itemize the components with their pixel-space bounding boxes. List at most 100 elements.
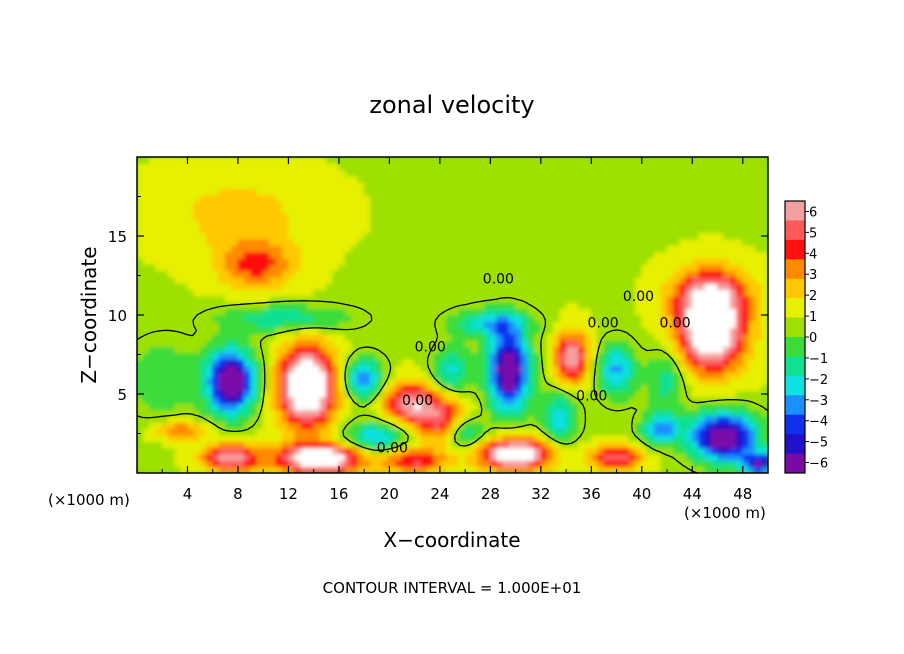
- heatmap-cell: [357, 327, 365, 335]
- heatmap-cell: [212, 447, 220, 455]
- heatmap-cell: [288, 245, 296, 253]
- heatmap-cell: [546, 384, 554, 392]
- heatmap-cell: [458, 276, 466, 284]
- plot-area: [137, 157, 768, 473]
- heatmap-cell: [603, 403, 611, 411]
- heatmap-cell: [281, 396, 289, 404]
- heatmap-cell: [142, 200, 151, 208]
- heatmap-cell: [635, 447, 643, 455]
- heatmap-cell: [742, 251, 750, 259]
- heatmap-cell: [237, 441, 245, 449]
- heatmap-cell: [717, 175, 725, 183]
- heatmap-cell: [754, 327, 763, 335]
- heatmap-cell: [571, 390, 580, 398]
- heatmap-cell: [609, 415, 617, 423]
- heatmap-cell: [206, 377, 214, 385]
- heatmap-cell: [338, 384, 346, 392]
- heatmap-cell: [458, 157, 466, 164]
- heatmap-cell: [546, 320, 554, 329]
- heatmap-cell: [660, 200, 668, 208]
- heatmap-cell: [250, 371, 258, 379]
- heatmap-cell: [389, 301, 397, 310]
- heatmap-cell: [477, 352, 485, 360]
- heatmap-cell: [527, 365, 535, 373]
- heatmap-cell: [288, 251, 296, 259]
- heatmap-cell: [729, 251, 737, 259]
- heatmap-cell: [571, 384, 580, 392]
- heatmap-cell: [717, 289, 725, 297]
- heatmap-cell: [414, 352, 422, 360]
- heatmap-cell: [281, 162, 289, 171]
- heatmap-cell: [471, 232, 479, 240]
- heatmap-cell: [407, 459, 416, 468]
- heatmap-cell: [237, 257, 245, 265]
- heatmap-cell: [224, 251, 233, 259]
- heatmap-cell: [370, 327, 378, 335]
- heatmap-cell: [363, 283, 371, 291]
- heatmap-cell: [742, 232, 750, 240]
- heatmap-cell: [590, 169, 599, 177]
- heatmap-cell: [313, 409, 321, 417]
- heatmap-cell: [199, 295, 207, 303]
- heatmap-cell: [262, 308, 270, 316]
- heatmap-cell: [426, 175, 434, 183]
- heatmap-cell: [288, 447, 296, 455]
- heatmap-cell: [445, 232, 453, 240]
- heatmap-cell: [262, 207, 270, 215]
- heatmap-cell: [357, 396, 365, 404]
- heatmap-cell: [565, 219, 573, 227]
- heatmap-cell: [685, 276, 693, 284]
- heatmap-cell: [704, 270, 712, 278]
- heatmap-cell: [679, 403, 687, 411]
- heatmap-cell: [622, 162, 630, 171]
- heatmap-cell: [180, 371, 188, 379]
- heatmap-cell: [407, 226, 416, 234]
- heatmap-cell: [540, 459, 548, 468]
- heatmap-cell: [527, 251, 535, 259]
- heatmap-cell: [433, 251, 441, 259]
- heatmap-cell: [628, 257, 636, 265]
- heatmap-cell: [622, 441, 630, 449]
- heatmap-cell: [698, 308, 706, 316]
- heatmap-cell: [540, 200, 548, 208]
- heatmap-cell: [180, 219, 188, 227]
- heatmap-cell: [414, 213, 422, 221]
- heatmap-cell: [515, 289, 523, 297]
- heatmap-cell: [489, 327, 498, 335]
- heatmap-cell: [654, 358, 662, 366]
- heatmap-cell: [679, 428, 687, 436]
- heatmap-cell: [515, 434, 523, 442]
- heatmap-cell: [187, 207, 195, 215]
- heatmap-cell: [262, 384, 270, 392]
- heatmap-cell: [338, 264, 346, 272]
- heatmap-cell: [679, 434, 687, 442]
- heatmap-cell: [616, 384, 624, 392]
- heatmap-cell: [571, 453, 580, 461]
- heatmap-cell: [187, 283, 195, 291]
- heatmap-cell: [641, 251, 649, 259]
- heatmap-cell: [559, 339, 567, 347]
- heatmap-cell: [483, 295, 491, 303]
- heatmap-cell: [420, 409, 428, 417]
- heatmap-cell: [256, 181, 264, 189]
- heatmap-cell: [149, 181, 157, 189]
- heatmap-cell: [275, 301, 283, 310]
- heatmap-cell: [174, 466, 182, 473]
- heatmap-cell: [212, 346, 220, 354]
- heatmap-cell: [395, 207, 403, 215]
- heatmap-cell: [180, 466, 188, 473]
- heatmap-cell: [471, 194, 479, 202]
- heatmap-cell: [426, 403, 434, 411]
- heatmap-cell: [521, 238, 529, 246]
- heatmap-cell: [256, 207, 264, 215]
- heatmap-cell: [231, 333, 239, 341]
- heatmap-cell: [445, 169, 453, 177]
- heatmap-cell: [527, 384, 535, 392]
- heatmap-cell: [761, 377, 768, 385]
- heatmap-cell: [155, 434, 163, 442]
- heatmap-cell: [250, 358, 258, 366]
- heatmap-cell: [710, 188, 718, 196]
- heatmap-cell: [439, 327, 447, 335]
- heatmap-cell: [363, 339, 371, 347]
- heatmap-cell: [527, 157, 535, 164]
